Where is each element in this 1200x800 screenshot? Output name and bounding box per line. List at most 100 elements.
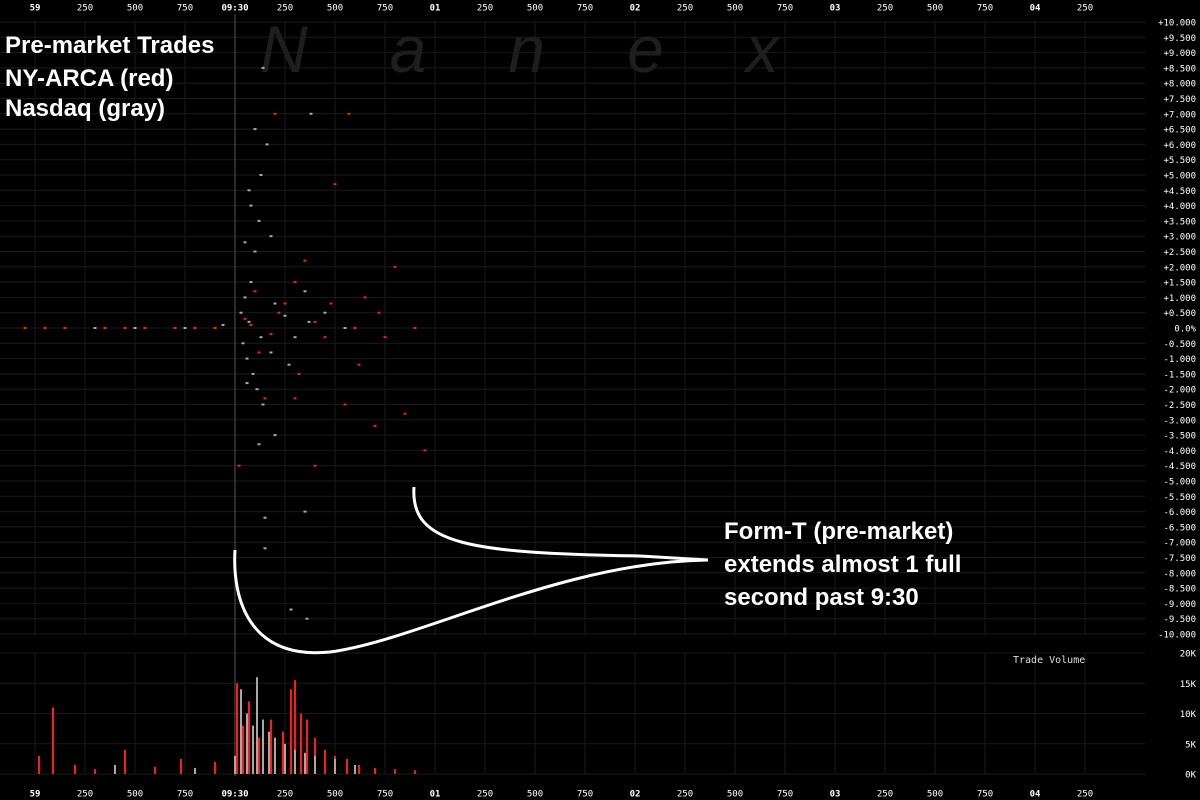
volume-bar (290, 689, 292, 774)
trade-dot (251, 372, 255, 375)
trade-dot (413, 327, 417, 329)
volume-bar (374, 767, 376, 774)
trade-dot (293, 336, 297, 339)
trade-dot (193, 327, 197, 329)
x-tick-label: 750 (977, 4, 993, 14)
y-tick-label: +8.500 (1163, 64, 1196, 74)
x-tick-label: 500 (927, 4, 943, 14)
chart-title: Pre-market Trades (5, 32, 214, 59)
y-tick-label: 5K (1185, 740, 1196, 750)
y-tick-label: +3.500 (1163, 217, 1196, 227)
trade-dot (323, 336, 327, 339)
trade-dot (221, 323, 225, 326)
volume-bar (38, 755, 40, 774)
y-tick-label: +7.000 (1163, 110, 1196, 120)
trade-dot (263, 397, 267, 400)
trade-dot (173, 327, 177, 329)
trade-dot (261, 66, 265, 69)
trade-dot (63, 327, 67, 329)
x-tick-label: 250 (477, 790, 493, 800)
volume-bar (74, 764, 76, 774)
volume-bar (294, 749, 296, 774)
y-tick-label: -8.500 (1163, 585, 1196, 595)
y-tick-label: -6.500 (1163, 523, 1196, 533)
x-tick-label: 03 (830, 790, 841, 800)
volume-bar (358, 764, 360, 774)
trade-dot (423, 449, 427, 452)
trade-dot (343, 403, 347, 406)
x-tick-label: 04 (1030, 4, 1041, 14)
trade-dot (257, 443, 261, 446)
trade-dot (363, 296, 367, 299)
y-tick-label: +4.500 (1163, 187, 1196, 197)
y-tick-label: 10K (1180, 710, 1197, 720)
trade-dot (357, 363, 361, 366)
y-tick-label: -8.000 (1163, 569, 1196, 579)
volume-bar (414, 770, 416, 774)
x-tick-label: 09:30 (221, 4, 248, 14)
x-tick-label: 250 (1077, 790, 1093, 800)
y-tick-label: -4.500 (1163, 462, 1196, 472)
volume-bar (274, 737, 276, 774)
trade-dot (309, 112, 313, 115)
y-tick-label: +9.500 (1163, 34, 1196, 44)
x-tick-label: 750 (777, 4, 793, 14)
x-tick-label: 01 (430, 790, 441, 800)
trade-dot (257, 351, 261, 354)
y-tick-label: +1.000 (1163, 294, 1196, 304)
volume-bar (270, 719, 272, 774)
trade-dot (123, 327, 127, 329)
annotation-arrow (233, 486, 709, 655)
y-tick-label: 0K (1185, 771, 1196, 781)
trade-dot (253, 250, 257, 253)
trade-dot (377, 311, 381, 314)
trade-dot (249, 204, 253, 207)
volume-bar (194, 767, 196, 774)
volume-bar (282, 731, 284, 774)
watermark: Nanex (260, 12, 861, 86)
y-tick-label: -6.000 (1163, 508, 1196, 518)
volume-bar (258, 737, 260, 774)
trade-dot (93, 327, 97, 329)
y-tick-label: -3.000 (1163, 416, 1196, 426)
volume-bar (256, 677, 258, 774)
x-tick-label: 01 (430, 4, 441, 14)
trade-dot (273, 302, 277, 305)
volume-bar (242, 725, 244, 774)
trade-dot (237, 464, 241, 467)
volume-bar (248, 701, 250, 774)
volume-bar (114, 764, 116, 774)
x-tick-label: 500 (127, 790, 143, 800)
annotation: second past 9:30 (724, 584, 919, 611)
volume-bar (394, 769, 396, 774)
y-tick-label: -5.500 (1163, 493, 1196, 503)
x-tick-label: 750 (177, 790, 193, 800)
trade-dot (243, 296, 247, 299)
y-tick-label: +5.000 (1163, 172, 1196, 182)
trade-dot (323, 311, 327, 314)
y-tick-label: -0.500 (1163, 340, 1196, 350)
volume-bar (314, 755, 316, 774)
y-tick-label: +0.500 (1163, 309, 1196, 319)
x-tick-label: 250 (277, 4, 293, 14)
trade-dot (253, 290, 257, 293)
legend-entry: Nasdaq (gray) (5, 95, 165, 122)
trade-dot (265, 143, 269, 146)
x-tick-label: 250 (77, 4, 93, 14)
x-tick-label: 500 (527, 790, 543, 800)
volume-bar (304, 752, 306, 774)
y-tick-label: +2.000 (1163, 263, 1196, 273)
trade-dot (393, 265, 397, 268)
trade-dot (403, 412, 407, 415)
x-tick-label: 500 (727, 790, 743, 800)
volume-bar (284, 743, 286, 774)
trade-dot (249, 281, 253, 284)
volume-bar (252, 725, 254, 774)
trade-dot (249, 323, 253, 326)
volume-bar (94, 769, 96, 774)
volume-bar (346, 758, 348, 774)
x-tick-label: 750 (577, 790, 593, 800)
volume-bar (268, 731, 270, 774)
y-tick-label: -2.500 (1163, 401, 1196, 411)
